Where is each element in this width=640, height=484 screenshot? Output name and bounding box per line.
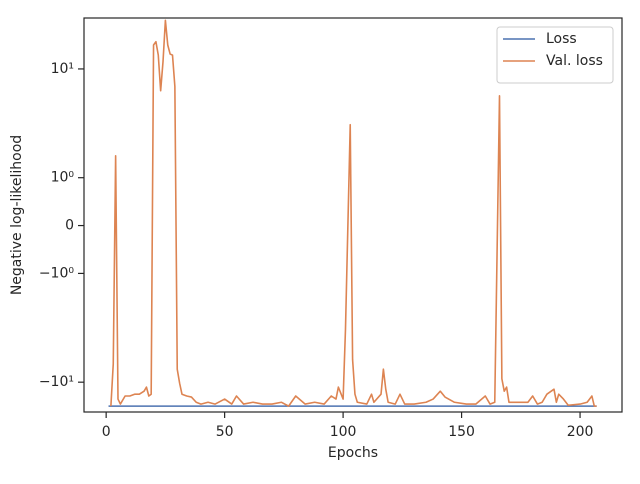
legend-box [496,26,614,84]
y-tick-label: 10¹ [51,61,74,77]
legend-label: Loss [546,31,577,47]
y-tick-label: −10⁰ [39,265,75,281]
x-tick-label: 150 [448,424,475,440]
series-line [110,19,597,407]
y-axis-label: Negative log-likelihood [9,135,25,295]
x-tick-label: 50 [216,424,234,440]
y-tick-label: −10¹ [39,374,74,390]
y-tick-label: 10⁰ [51,170,75,186]
x-tick-label: 100 [330,424,357,440]
legend-label: Val. loss [546,53,603,69]
x-tick-label: 200 [567,424,594,440]
x-axis-label: Epochs [328,445,378,461]
plot-frame [83,17,623,413]
x-tick-label: 0 [102,424,111,440]
y-tick-label: 0 [65,218,74,234]
